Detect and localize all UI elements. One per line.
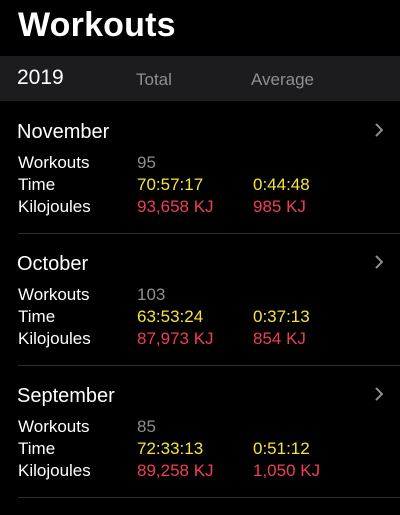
kilojoules-total: 87,973 KJ bbox=[137, 328, 214, 350]
workouts-total: 95 bbox=[137, 152, 156, 174]
time-row: Time 70:57:17 0:44:48 bbox=[0, 174, 400, 196]
row-label: Time bbox=[18, 438, 55, 460]
time-row: Time 63:53:24 0:37:13 bbox=[0, 306, 400, 328]
row-label: Time bbox=[18, 174, 55, 196]
year-summary-header: 2019 Total Average bbox=[0, 56, 400, 101]
kilojoules-row: Kilojoules 89,258 KJ 1,050 KJ bbox=[0, 460, 400, 482]
section-divider bbox=[18, 365, 400, 366]
section-divider bbox=[18, 497, 400, 498]
kilojoules-average: 985 KJ bbox=[253, 196, 306, 218]
workouts-row: Workouts 85 bbox=[0, 416, 400, 438]
kilojoules-average: 1,050 KJ bbox=[253, 460, 320, 482]
page-title: Workouts bbox=[18, 4, 176, 46]
kilojoules-average: 854 KJ bbox=[253, 328, 306, 350]
kilojoules-total: 93,658 KJ bbox=[137, 196, 214, 218]
chevron-right-icon[interactable] bbox=[375, 123, 384, 137]
year-label: 2019 bbox=[17, 65, 64, 91]
time-row: Time 72:33:13 0:51:12 bbox=[0, 438, 400, 460]
month-name: October bbox=[17, 251, 88, 277]
kilojoules-row: Kilojoules 93,658 KJ 985 KJ bbox=[0, 196, 400, 218]
kilojoules-total: 89,258 KJ bbox=[137, 460, 214, 482]
section-divider bbox=[18, 233, 400, 234]
month-section-november[interactable]: November Workouts 95 Time 70:57:17 0:44:… bbox=[0, 119, 400, 251]
row-label: Workouts bbox=[18, 152, 90, 174]
row-label: Kilojoules bbox=[18, 460, 91, 482]
chevron-right-icon[interactable] bbox=[375, 387, 384, 401]
month-section-september[interactable]: September Workouts 85 Time 72:33:13 0:51… bbox=[0, 383, 400, 515]
chevron-right-icon[interactable] bbox=[375, 255, 384, 269]
total-column-header: Total bbox=[136, 69, 172, 91]
time-total: 72:33:13 bbox=[137, 438, 203, 460]
time-total: 63:53:24 bbox=[137, 306, 203, 328]
workouts-total: 85 bbox=[137, 416, 156, 438]
month-section-october[interactable]: October Workouts 103 Time 63:53:24 0:37:… bbox=[0, 251, 400, 383]
row-label: Workouts bbox=[18, 416, 90, 438]
month-name: September bbox=[17, 383, 115, 409]
row-label: Kilojoules bbox=[18, 328, 91, 350]
workouts-total: 103 bbox=[137, 284, 165, 306]
month-name: November bbox=[17, 119, 109, 145]
time-total: 70:57:17 bbox=[137, 174, 203, 196]
time-average: 0:37:13 bbox=[253, 306, 310, 328]
row-label: Time bbox=[18, 306, 55, 328]
row-label: Workouts bbox=[18, 284, 90, 306]
workouts-row: Workouts 103 bbox=[0, 284, 400, 306]
average-column-header: Average bbox=[251, 69, 314, 91]
kilojoules-row: Kilojoules 87,973 KJ 854 KJ bbox=[0, 328, 400, 350]
workouts-row: Workouts 95 bbox=[0, 152, 400, 174]
row-label: Kilojoules bbox=[18, 196, 91, 218]
time-average: 0:51:12 bbox=[253, 438, 310, 460]
time-average: 0:44:48 bbox=[253, 174, 310, 196]
